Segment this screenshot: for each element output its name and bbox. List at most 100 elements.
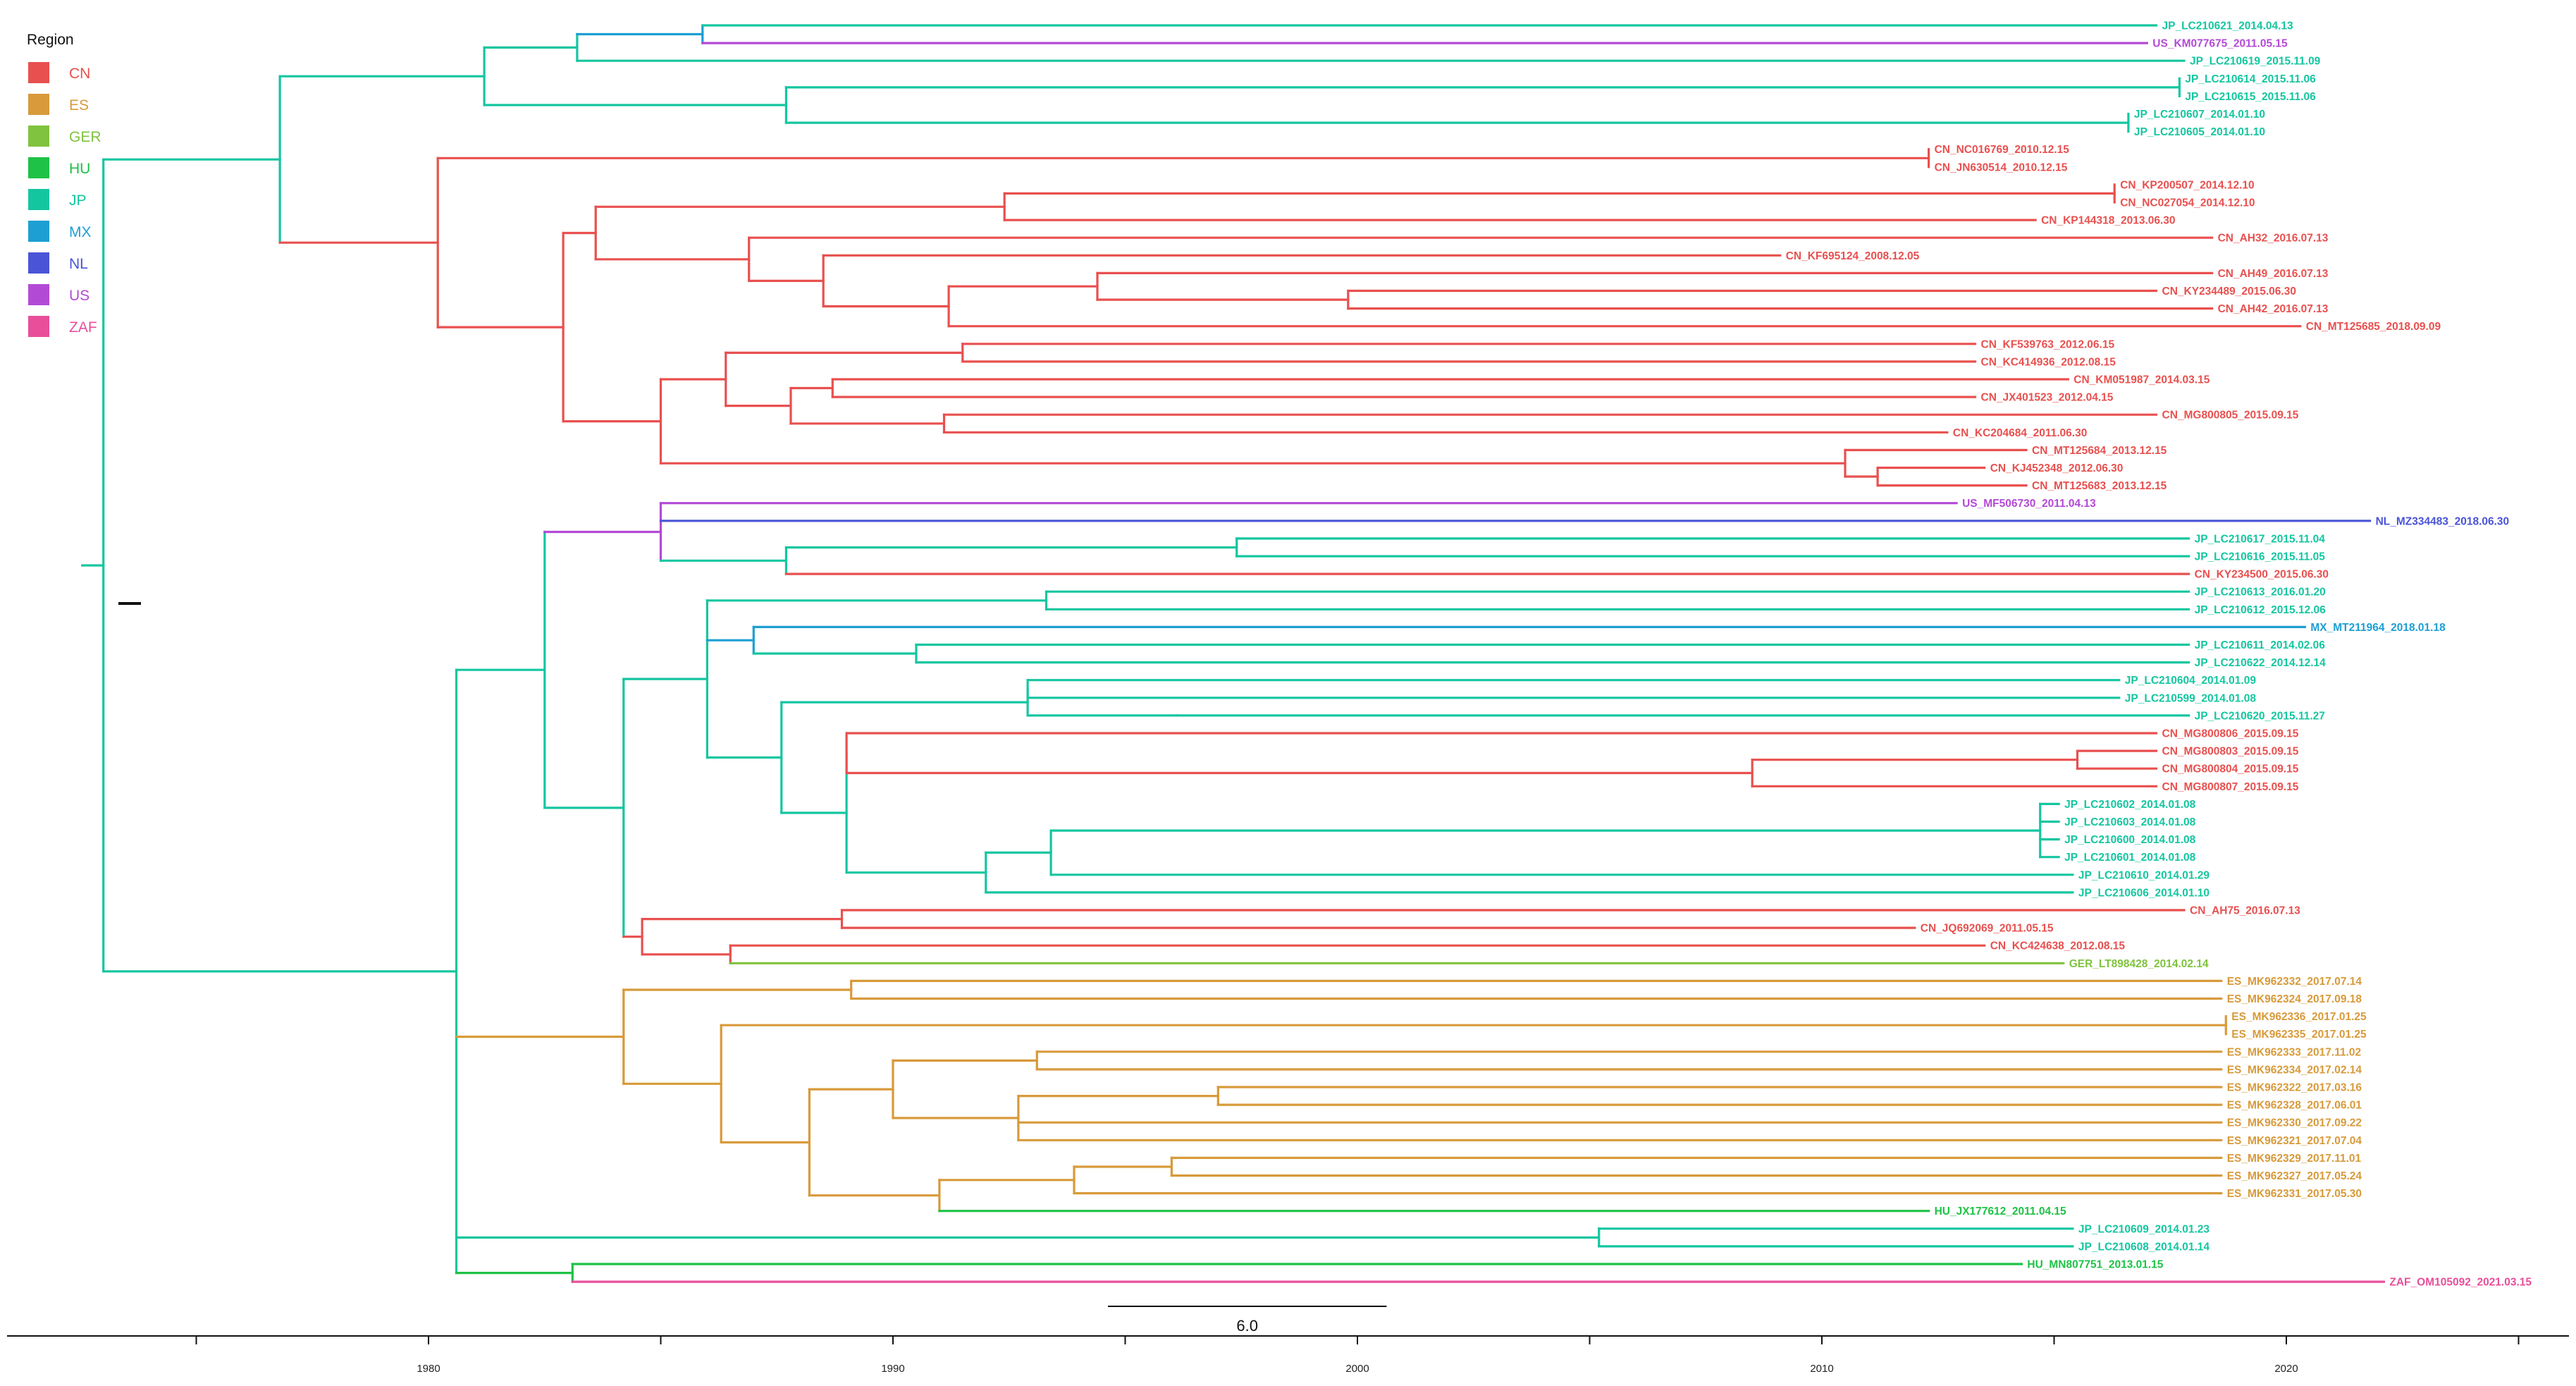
leaf-label: CN_MT125683_2013.12.15 <box>2032 480 2167 492</box>
leaf-label: NL_MZ334483_2018.06.30 <box>2376 515 2510 527</box>
leaf-label: ES_MK962332_2017.07.14 <box>2227 976 2362 988</box>
leaf-label: GER_LT898428_2014.02.14 <box>2069 958 2209 970</box>
legend-label-cn: CN <box>69 66 90 82</box>
leaf-label: JP_LC210605_2014.01.10 <box>2134 126 2265 138</box>
legend-svg: Region CN ES GER HU JP MX NL US ZAF <box>27 32 101 337</box>
leaf-label: CN_AH49_2016.07.13 <box>2218 268 2329 280</box>
legend-label-nl: NL <box>69 256 88 272</box>
leaf-label: JP_LC210616_2015.11.05 <box>2195 551 2326 563</box>
leaf-label: CN_MT125685_2018.09.09 <box>2306 321 2441 333</box>
legend-label-ger: GER <box>69 129 101 145</box>
legend-swatch-us <box>28 284 49 305</box>
leaf-label: CN_MG800803_2015.09.15 <box>2162 746 2299 758</box>
leaf-label: HU_JX177612_2011.04.15 <box>1935 1206 2066 1218</box>
leaf-label: CN_KY234500_2015.06.30 <box>2195 569 2329 581</box>
leaf-label: CN_KF539763_2012.06.15 <box>1981 338 2115 350</box>
leaf-label: MX_MT211964_2018.01.18 <box>2310 622 2446 634</box>
leaf-label: JP_LC210602_2014.01.08 <box>2064 799 2196 811</box>
leaf-label: ES_MK962324_2017.09.18 <box>2227 993 2362 1005</box>
legend-swatch-hu <box>28 157 49 178</box>
legend-label-es: ES <box>69 97 89 114</box>
leaf-label: ES_MK962331_2017.05.30 <box>2227 1188 2362 1200</box>
legend-swatch-ger <box>28 125 49 147</box>
leaf-label: CN_JN630514_2010.12.15 <box>1935 161 2068 173</box>
legend-label-mx: MX <box>69 224 92 240</box>
tree-leaf-labels: JP_LC210621_2014.04.13 US_KM077675_2011.0… <box>1786 20 2532 1289</box>
leaf-label: US_KM077675_2011.05.15 <box>2152 38 2288 50</box>
leaf-label: ES_MK962321_2017.07.04 <box>2227 1135 2362 1147</box>
leaf-label: ZAF_OM105092_2021.03.15 <box>2389 1277 2532 1289</box>
legend-swatch-es <box>28 94 49 115</box>
leaf-label: JP_LC210606_2014.01.10 <box>2078 887 2210 899</box>
legend-title: Region <box>27 32 74 48</box>
leaf-label: JP_LC210614_2015.11.06 <box>2185 73 2316 85</box>
leaf-label: CN_KM051987_2014.03.15 <box>2073 374 2210 386</box>
leaf-label: CN_KC204684_2011.06.30 <box>1953 427 2087 439</box>
tree-branches <box>81 24 2385 1283</box>
legend-swatch-nl <box>28 252 49 274</box>
leaf-label: CN_AH75_2016.07.13 <box>2190 905 2300 917</box>
leaf-label: CN_MG800806_2015.09.15 <box>2162 728 2299 740</box>
legend-label-hu: HU <box>69 161 90 177</box>
leaf-label: CN_MG800805_2015.09.15 <box>2162 410 2299 422</box>
leaf-label: JP_LC210604_2014.01.09 <box>2125 675 2257 687</box>
leaf-label: CN_JX401523_2012.04.15 <box>1981 392 2114 404</box>
leaf-label: JP_LC210617_2015.11.04 <box>2195 533 2326 545</box>
leaf-label: HU_MN807751_2013.01.15 <box>2027 1259 2163 1271</box>
leaf-label: CN_NC016769_2010.12.15 <box>1935 144 2070 156</box>
scale-bar: 6.0 <box>1108 1306 1387 1335</box>
legend-label-zaf: ZAF <box>69 319 97 336</box>
leaf-label: CN_NC027054_2014.12.10 <box>2120 197 2255 209</box>
legend-swatch-zaf <box>28 316 49 337</box>
leaf-label: JP_LC210611_2014.02.06 <box>2195 639 2326 651</box>
leaf-label: CN_MT125684_2013.12.15 <box>2032 445 2167 457</box>
leaf-label: JP_LC210615_2015.11.06 <box>2185 91 2316 103</box>
legend-swatch-mx <box>28 221 49 242</box>
leaf-label: JP_LC210620_2015.11.27 <box>2195 710 2325 722</box>
legend-swatch-cn <box>28 62 49 83</box>
leaf-label: CN_KC414936_2012.08.15 <box>1981 356 2116 368</box>
leaf-label: ES_MK962333_2017.11.02 <box>2227 1046 2361 1058</box>
axis-tick-label: 1980 <box>417 1363 440 1375</box>
leaf-label: CN_KP200507_2014.12.10 <box>2120 179 2254 191</box>
leaf-label: JP_LC210603_2014.01.08 <box>2064 816 2196 828</box>
leaf-label: CN_JQ692069_2011.05.15 <box>1921 923 2054 935</box>
axis-tick-label: 2020 <box>2274 1363 2298 1375</box>
leaf-label: ES_MK962322_2017.03.16 <box>2227 1082 2362 1094</box>
leaf-label: JP_LC210613_2016.01.20 <box>2195 587 2326 599</box>
leaf-label: JP_LC210619_2015.11.09 <box>2190 56 2321 68</box>
leaf-label: ES_MK962327_2017.05.24 <box>2227 1170 2362 1182</box>
leaf-label: CN_MG800804_2015.09.15 <box>2162 763 2299 775</box>
leaf-label: JP_LC210599_2014.01.08 <box>2125 692 2257 704</box>
leaf-label: JP_LC210609_2014.01.23 <box>2078 1223 2210 1235</box>
leaf-label: JP_LC210621_2014.04.13 <box>2162 20 2294 32</box>
leaf-label: JP_LC210622_2014.12.14 <box>2195 657 2327 669</box>
legend-label-us: US <box>69 288 90 304</box>
time-axis: 1980 1990 2000 2010 2020 <box>7 1335 2569 1375</box>
leaf-label: CN_KP144318_2013.06.30 <box>2041 215 2175 227</box>
leaf-label: US_MF506730_2011.04.13 <box>1962 498 2096 510</box>
axis-tick-label: 2010 <box>1810 1363 1833 1375</box>
leaf-label: CN_MG800807_2015.09.15 <box>2162 781 2299 793</box>
leaf-label: JP_LC210607_2014.01.10 <box>2134 109 2265 121</box>
leaf-label: JP_LC210601_2014.01.08 <box>2064 852 2196 864</box>
leaf-label: CN_KJ452348_2012.06.30 <box>1990 462 2124 474</box>
legend-items: CN ES GER HU JP MX NL US ZAF <box>28 62 101 337</box>
leaf-label: CN_KY234489_2015.06.30 <box>2162 286 2296 298</box>
leaf-label: CN_KF695124_2008.12.05 <box>1786 250 1920 262</box>
scale-bar-label: 6.0 <box>1236 1317 1258 1335</box>
axis-tick-label: 1990 <box>881 1363 904 1375</box>
leaf-label: CN_AH42_2016.07.13 <box>2218 303 2329 315</box>
axis-tick-label: 2000 <box>1345 1363 1369 1375</box>
leaf-label: CN_KC424638_2012.08.15 <box>1990 940 2126 952</box>
leaf-label: ES_MK962336_2017.01.25 <box>2231 1011 2367 1023</box>
leaf-label: ES_MK962335_2017.01.25 <box>2231 1029 2367 1041</box>
leaf-label: ES_MK962334_2017.02.14 <box>2227 1064 2362 1076</box>
leaf-label: JP_LC210600_2014.01.08 <box>2064 834 2196 846</box>
leaf-label: CN_AH32_2016.07.13 <box>2218 233 2329 245</box>
leaf-label: ES_MK962330_2017.09.22 <box>2227 1117 2362 1129</box>
legend-swatch-jp <box>28 189 49 210</box>
leaf-label: JP_LC210612_2015.12.06 <box>2195 604 2327 616</box>
leaf-label: ES_MK962329_2017.11.01 <box>2227 1153 2362 1165</box>
